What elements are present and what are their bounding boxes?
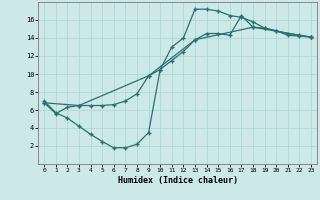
- X-axis label: Humidex (Indice chaleur): Humidex (Indice chaleur): [118, 176, 238, 185]
